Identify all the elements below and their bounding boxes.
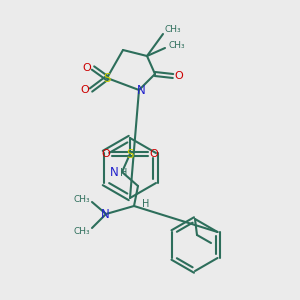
Text: CH₃: CH₃ [74, 226, 90, 236]
Text: N: N [100, 208, 109, 220]
Text: S: S [103, 71, 111, 85]
Text: S: S [126, 148, 134, 160]
Text: N: N [136, 85, 146, 98]
Text: CH₃: CH₃ [165, 26, 181, 34]
Text: H: H [142, 199, 150, 209]
Text: O: O [175, 71, 183, 81]
Text: O: O [102, 149, 110, 159]
Text: O: O [81, 85, 89, 95]
Text: CH₃: CH₃ [74, 196, 90, 205]
Text: O: O [150, 149, 158, 159]
Text: H: H [120, 168, 128, 178]
Text: CH₃: CH₃ [169, 41, 185, 50]
Text: O: O [82, 63, 91, 73]
Text: N: N [110, 167, 118, 179]
